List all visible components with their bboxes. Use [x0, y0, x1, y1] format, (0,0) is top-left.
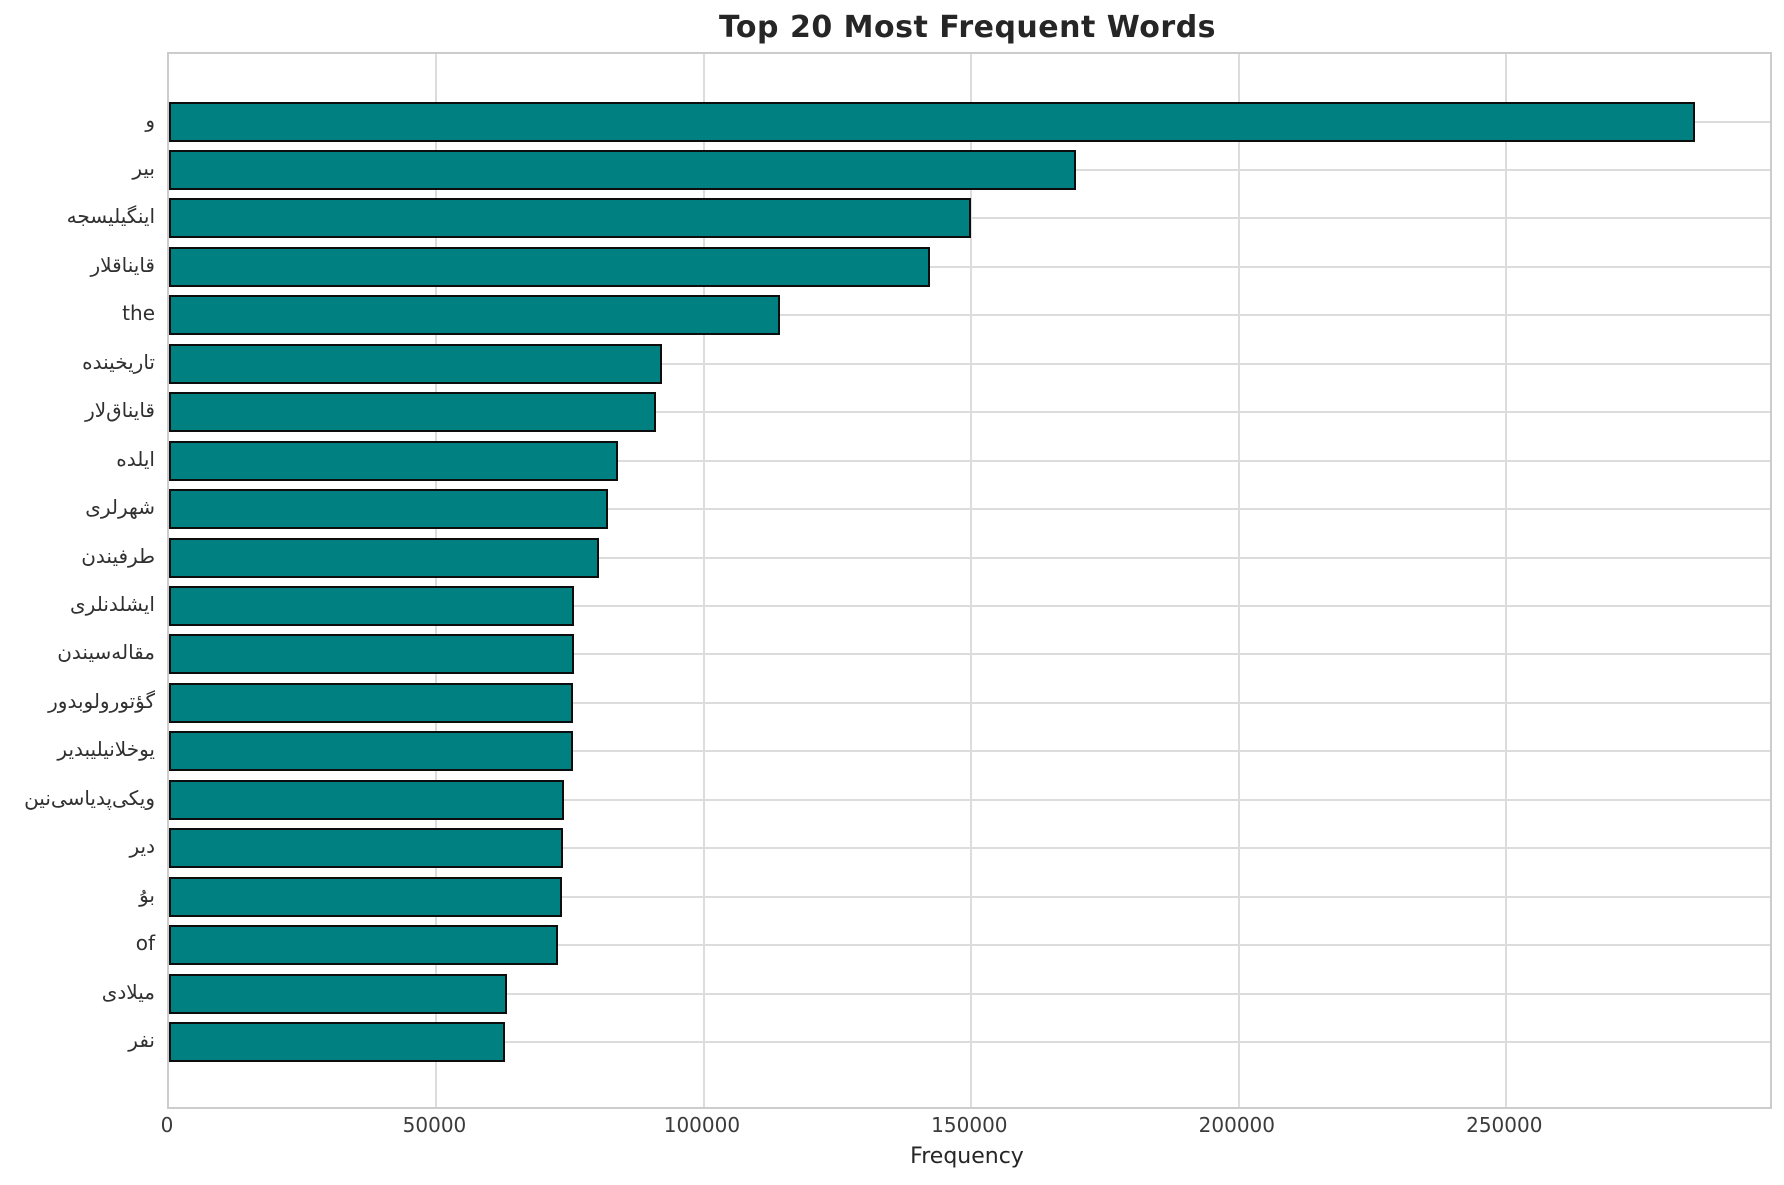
bar-19: [169, 973, 507, 1014]
y-tick-label-9: شهرلری: [85, 495, 155, 520]
chart-title: Top 20 Most Frequent Words: [718, 10, 1217, 45]
x-tick-label-150000: 150000: [931, 1113, 1008, 1137]
y-tick-label-1: و: [145, 107, 155, 132]
y-gridline: [169, 944, 1770, 947]
y-tick-label-16: دیر: [129, 834, 155, 859]
bar-8: [169, 440, 618, 481]
bar-15: [169, 779, 564, 820]
y-gridline: [169, 895, 1770, 898]
bar-1: [169, 101, 1696, 142]
y-tick-label-5: the: [122, 301, 155, 326]
bar-10: [169, 537, 600, 578]
x-axis-title: Frequency: [910, 1144, 1024, 1169]
x-tick-label-0: 0: [160, 1113, 174, 1137]
y-tick-label-19: میلادی: [101, 979, 155, 1004]
y-tick-label-12: مقاله‌سیندن: [57, 640, 155, 665]
y-gridline: [169, 653, 1770, 656]
y-gridline: [169, 265, 1770, 268]
bar-20: [169, 1022, 505, 1063]
y-gridline: [169, 798, 1770, 801]
y-tick-label-13: گؤتورولوبدور: [48, 688, 155, 713]
y-gridline: [169, 750, 1770, 753]
y-gridline: [169, 701, 1770, 704]
y-gridline: [169, 556, 1770, 559]
y-gridline: [169, 508, 1770, 511]
y-tick-label-14: یوخلانیلیبدیر: [57, 737, 155, 762]
bar-6: [169, 343, 663, 384]
y-tick-label-3: اینگیلیسجه: [66, 204, 155, 229]
x-gridline-200000: [1237, 54, 1240, 1107]
y-tick-label-20: نفر: [128, 1028, 155, 1053]
bar-18: [169, 925, 558, 966]
y-gridline: [169, 362, 1770, 365]
y-tick-label-15: ویکی‌پدیاسی‌نین: [24, 785, 155, 810]
bar-5: [169, 295, 781, 336]
plot-area: [167, 52, 1772, 1109]
y-tick-label-4: قایناقلار: [90, 252, 155, 277]
x-tick-label-250000: 250000: [1466, 1113, 1543, 1137]
y-gridline: [169, 992, 1770, 995]
bar-3: [169, 198, 972, 239]
bar-12: [169, 634, 574, 675]
y-tick-label-18: of: [135, 931, 155, 956]
y-tick-label-7: قایناق‌لار: [85, 398, 155, 423]
y-tick-label-17: بۇ: [139, 882, 155, 907]
bar-16: [169, 828, 563, 869]
x-gridline-50000: [435, 54, 438, 1107]
bar-13: [169, 682, 574, 723]
bar-11: [169, 586, 574, 626]
y-tick-label-2: بیر: [132, 155, 155, 180]
y-gridline: [169, 314, 1770, 317]
y-tick-label-11: ایشلدنلری: [70, 592, 155, 616]
y-tick-label-8: ایلده: [116, 446, 155, 471]
y-tick-label-10: طرفیندن: [81, 543, 155, 568]
y-gridline: [169, 411, 1770, 414]
bar-9: [169, 489, 608, 530]
bar-2: [169, 149, 1077, 190]
y-gridline: [169, 459, 1770, 462]
bar-17: [169, 876, 563, 917]
x-gridline-100000: [702, 54, 705, 1107]
x-gridline-150000: [970, 54, 973, 1107]
x-tick-label-100000: 100000: [663, 1113, 741, 1137]
bar-4: [169, 246, 930, 287]
y-gridline: [169, 1041, 1770, 1044]
y-gridline: [169, 847, 1770, 850]
x-tick-label-50000: 50000: [402, 1113, 467, 1137]
bar-7: [169, 392, 657, 433]
y-gridline: [169, 605, 1770, 607]
x-tick-label-200000: 200000: [1198, 1113, 1276, 1137]
y-tick-label-6: تاریخینده: [82, 349, 155, 374]
bar-14: [169, 731, 574, 772]
x-gridline-250000: [1505, 54, 1508, 1107]
